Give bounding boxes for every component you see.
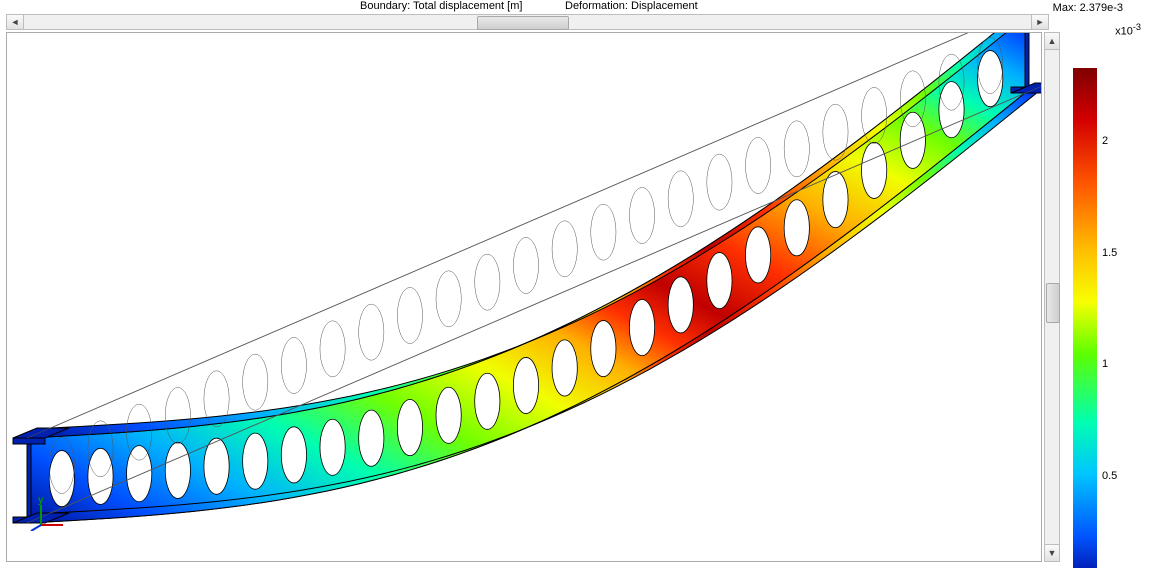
colorbar-exponent: x10-3 bbox=[1115, 22, 1141, 38]
colorbar: 21.510.50 bbox=[1073, 32, 1097, 560]
vertical-scrollbar[interactable]: ▲ ▼ bbox=[1044, 32, 1060, 562]
plot-viewport[interactable]: y bbox=[6, 32, 1042, 562]
y-axis-label: y bbox=[38, 495, 44, 506]
colorbar-tick-label: 2 bbox=[1102, 135, 1142, 147]
colorbar-tick-label: 1 bbox=[1102, 358, 1142, 370]
max-value-label: Max: 2.379e-3 bbox=[1053, 2, 1123, 14]
app-root: Boundary: Total displacement [m] Deforma… bbox=[0, 0, 1155, 568]
deformation-label: Deformation: Displacement bbox=[565, 0, 698, 12]
vscroll-down-arrow[interactable]: ▼ bbox=[1045, 544, 1059, 561]
fea-plot[interactable] bbox=[7, 33, 1041, 561]
hscroll-thumb[interactable] bbox=[477, 16, 569, 30]
axis-triad-icon: y bbox=[29, 491, 69, 531]
hscroll-right-arrow[interactable]: ► bbox=[1031, 15, 1048, 29]
hscroll-left-arrow[interactable]: ◄ bbox=[7, 15, 24, 29]
vscroll-thumb[interactable] bbox=[1046, 283, 1060, 323]
vscroll-up-arrow[interactable]: ▲ bbox=[1045, 33, 1059, 50]
horizontal-scrollbar[interactable]: ◄ ► bbox=[6, 14, 1049, 30]
colorbar-gradient bbox=[1073, 68, 1097, 568]
colorbar-tick-label: 0.5 bbox=[1102, 470, 1142, 482]
colorbar-tick-label: 1.5 bbox=[1102, 247, 1142, 259]
boundary-label: Boundary: Total displacement [m] bbox=[360, 0, 522, 12]
